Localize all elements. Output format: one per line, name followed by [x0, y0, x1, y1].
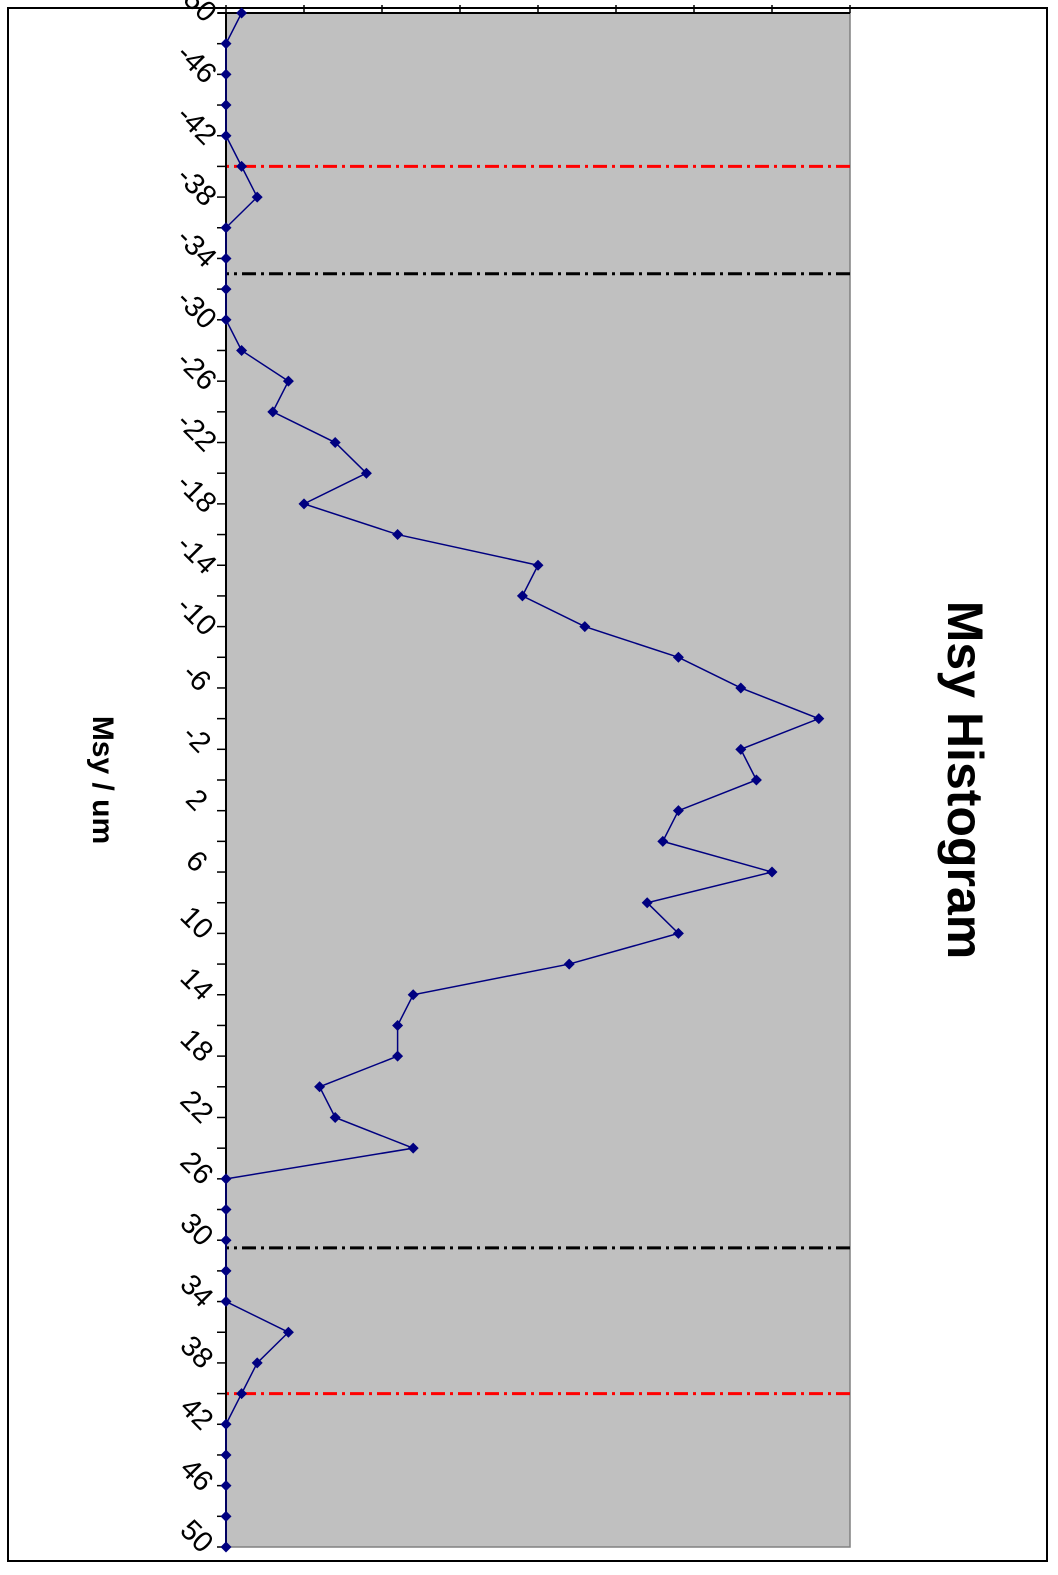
- data-point: [735, 682, 747, 694]
- data-point: [657, 835, 669, 847]
- data-point: [360, 467, 372, 479]
- data-point: [563, 958, 575, 970]
- data-point: [220, 1418, 232, 1430]
- x-axis-title: Msy / um: [86, 716, 119, 844]
- data-point: [220, 1449, 232, 1461]
- data-point: [220, 68, 232, 80]
- data-point: [220, 1265, 232, 1277]
- data-point: [220, 38, 232, 50]
- data-point: [392, 1050, 404, 1062]
- data-point: [251, 191, 263, 203]
- data-point: [220, 1204, 232, 1216]
- data-point: [532, 559, 544, 571]
- data-point: [735, 743, 747, 755]
- data-point: [407, 989, 419, 1001]
- data-point: [220, 1234, 232, 1246]
- data-point: [392, 529, 404, 541]
- data-point: [579, 621, 591, 633]
- reference-lines: [226, 164, 850, 1396]
- data-point: [392, 1019, 404, 1031]
- data-point: [220, 1480, 232, 1492]
- data-point: [236, 7, 248, 19]
- data-point: [220, 130, 232, 142]
- data-point: [298, 498, 310, 510]
- data-point: [314, 1081, 326, 1093]
- data-point: [516, 590, 528, 602]
- data-point: [236, 344, 248, 356]
- data-point: [407, 1142, 419, 1154]
- data-point: [220, 283, 232, 295]
- data-point: [641, 897, 653, 909]
- data-point: [766, 866, 778, 878]
- data-point: [329, 437, 341, 449]
- data-point: [282, 375, 294, 387]
- data-point: [220, 99, 232, 111]
- data-point: [220, 1173, 232, 1185]
- data-point: [267, 406, 279, 418]
- data-point: [282, 1326, 294, 1338]
- data-point: [251, 1357, 263, 1369]
- data-point: [220, 1510, 232, 1522]
- chart-title: Msy Histogram: [937, 601, 993, 959]
- data-point: [220, 1296, 232, 1308]
- data-point: [220, 252, 232, 264]
- data-point: [220, 222, 232, 234]
- data-point: [329, 1111, 341, 1123]
- data-point: [236, 160, 248, 172]
- data-point: [220, 1541, 232, 1553]
- data-point: [236, 1388, 248, 1400]
- data-point: [220, 314, 232, 326]
